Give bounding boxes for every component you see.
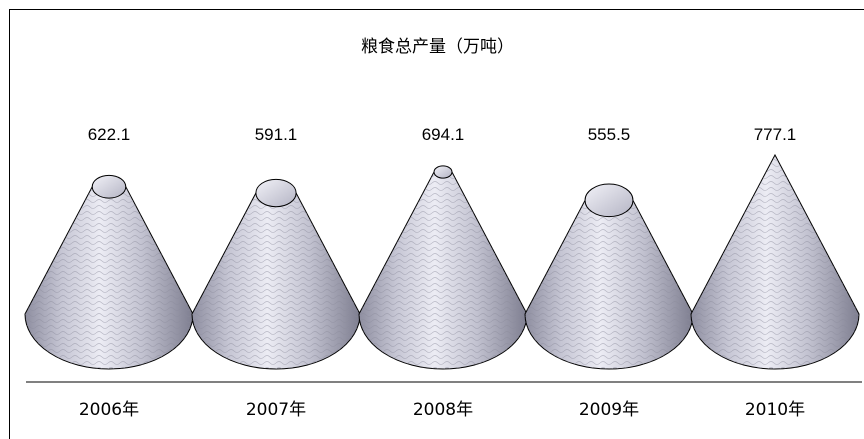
x-tick-label: 2010年 (745, 400, 805, 420)
cone-bar (524, 183, 694, 370)
cone-top (255, 178, 297, 208)
cone-bar (191, 178, 361, 370)
labels-layer: 622.1 2006年 591.1 2007年 694.1 2008年 555.5 2009年… (79, 125, 805, 420)
cone-texture (525, 200, 693, 369)
chart-title: 粮食总产量（万吨） (361, 37, 514, 57)
x-tick-label: 2007年 (246, 400, 306, 420)
cones-layer (24, 153, 860, 370)
cone-texture (25, 186, 193, 369)
x-tick-label: 2008年 (413, 400, 473, 420)
cone-top (584, 183, 634, 218)
cone-texture (359, 171, 527, 369)
cone-bar (358, 165, 528, 370)
x-tick-label: 2009年 (579, 400, 639, 420)
data-label: 591.1 (255, 125, 298, 144)
data-label: 777.1 (754, 125, 797, 144)
x-tick-label: 2006年 (79, 400, 139, 420)
cone-top (91, 174, 127, 199)
data-label: 555.5 (588, 125, 631, 144)
data-label: 694.1 (422, 125, 465, 144)
cone-bar (24, 174, 194, 370)
cone-texture (192, 193, 360, 369)
cone-bar (690, 153, 860, 370)
cone-top (433, 165, 453, 179)
data-label: 622.1 (88, 125, 131, 144)
cone-texture (691, 155, 859, 369)
